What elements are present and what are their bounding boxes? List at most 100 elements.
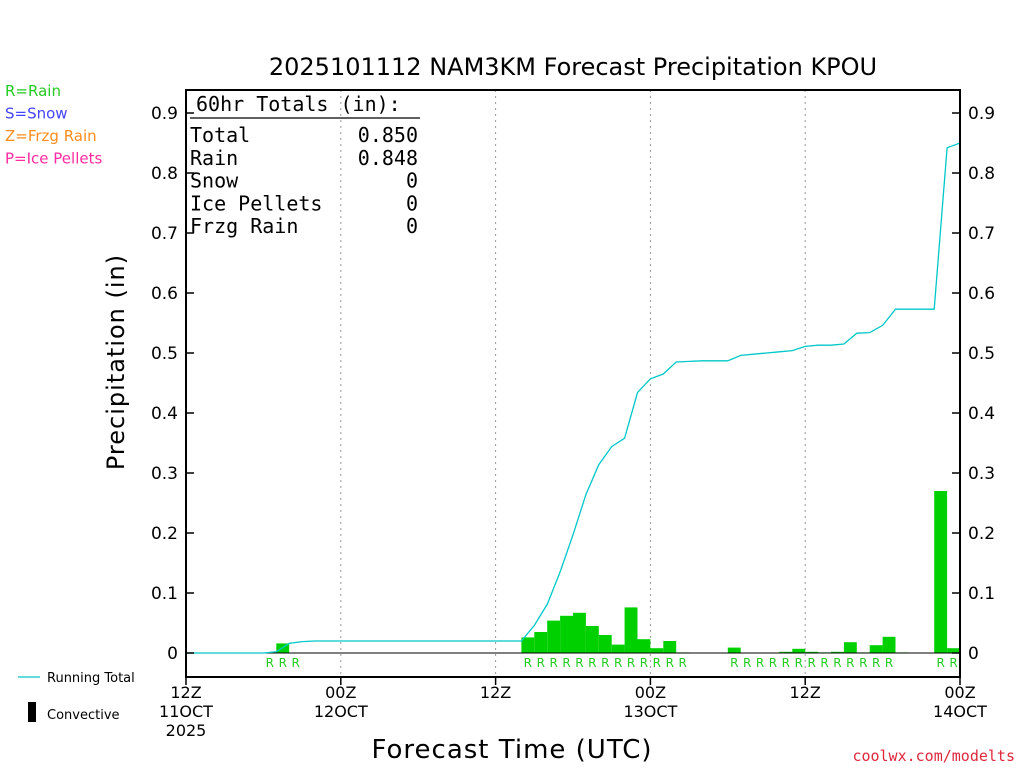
precip-type-marker: R [562, 656, 570, 670]
precip-bar [560, 615, 573, 653]
precip-bar [637, 639, 651, 653]
precip-bar [869, 645, 883, 653]
precip-bar [805, 651, 819, 653]
precip-type-marker: R [872, 656, 880, 670]
y-axis-right: 0 0.1 0.2 0.3 0.4 0.5 0.6 0.7 0.8 0.9 [952, 104, 995, 664]
totals-row-value: 0.850 [358, 123, 418, 147]
y-tick-label: 0 [167, 644, 178, 664]
chart-title: 2025101112 NAM3KM Forecast Precipitation… [269, 53, 877, 81]
x-tick-label: 13OCT [623, 702, 677, 721]
x-tick-label: 11OCT [159, 702, 213, 721]
y-tick-label: 0.6 [151, 284, 178, 304]
y-tick-label: 0.3 [151, 464, 178, 484]
y-tick-label: 0.5 [151, 344, 178, 364]
running-total-line [186, 142, 961, 654]
vertical-gridlines [340, 90, 806, 677]
precip-type-marker: R [782, 656, 790, 670]
precip-bar [534, 632, 548, 653]
precip-bars [276, 491, 960, 653]
precip-type-marker: R [627, 656, 635, 670]
precip-type-marker: R [833, 656, 841, 670]
precip-type-marker: R [756, 656, 764, 670]
precip-type-marker: R [936, 656, 944, 670]
precip-type-marker: R [653, 656, 661, 670]
precip-type-marker: R [949, 656, 957, 670]
x-tick-label: 12OCT [314, 702, 368, 721]
precip-type-legend-item: S=Snow [5, 105, 68, 123]
precip-type-marker: R [769, 656, 777, 670]
precip-bar [727, 647, 741, 653]
totals-row-label: Total [190, 123, 250, 147]
y-tick-label: 0.2 [151, 524, 178, 544]
precip-type-legend-item: P=Ice Pellets [5, 150, 102, 168]
x-axis-label: Forecast Time (UTC) [371, 735, 652, 765]
precip-bar [779, 651, 793, 653]
y-axis-left: 0 0.1 0.2 0.3 0.4 0.5 0.6 0.7 0.8 0.9 [151, 104, 194, 664]
totals-row-label: Snow [190, 169, 239, 193]
x-tick-label: 14OCT [933, 702, 987, 721]
y-tick-label: 0.5 [968, 344, 995, 364]
precip-bar [663, 641, 677, 653]
running-total-legend-label: Running Total [47, 671, 135, 686]
precip-bar [934, 491, 948, 653]
precip-type-marker: R [614, 656, 622, 670]
y-tick-label: 0.7 [151, 224, 178, 244]
y-tick-label: 0.4 [968, 404, 995, 424]
precip-type-marker: R [588, 656, 596, 670]
precip-type-marker: R [575, 656, 583, 670]
precip-bar [947, 648, 960, 653]
totals-box: 60hr Totals (in): Total 0.850 Rain 0.848 Sno… [190, 92, 420, 238]
precip-type-legend: R=Rain S=Snow Z=Frzg Rain P=Ice Pellets [5, 82, 102, 168]
convective-legend-label: Convective [47, 708, 120, 723]
y-tick-label: 0.1 [151, 584, 178, 604]
precip-bar [611, 644, 625, 653]
x-tick-label: 12Z [790, 683, 821, 702]
totals-row-value: 0 [406, 191, 418, 215]
y-tick-label: 0.6 [968, 284, 995, 304]
totals-row-value: 0.848 [358, 146, 418, 170]
x-tick-label: 00Z [944, 683, 975, 702]
precip-type-marker: R [743, 656, 751, 670]
bottom-legend: Running Total Convective [18, 671, 135, 723]
y-tick-label: 0.8 [968, 164, 995, 184]
precip-type-marker: R [549, 656, 557, 670]
y-axis-label: Precipitation (in) [102, 254, 130, 470]
x-tick-label: 00Z [635, 683, 666, 702]
x-tick-label: 00Z [325, 683, 356, 702]
x-tick-label: 12Z [170, 683, 201, 702]
totals-row-value: 0 [406, 214, 418, 238]
precip-bar [573, 612, 586, 653]
y-tick-label: 0.1 [968, 584, 995, 604]
y-tick-label: 0.9 [151, 104, 178, 124]
y-tick-label: 0.2 [968, 524, 995, 544]
precip-type-marker: R [859, 656, 867, 670]
precip-bar [585, 626, 599, 653]
y-tick-label: 0.9 [968, 104, 995, 124]
precip-type-marker: R [601, 656, 609, 670]
precip-type-marker: R [279, 656, 287, 670]
precip-bar [650, 648, 664, 653]
precip-type-legend-item: Z=Frzg Rain [5, 127, 97, 145]
precip-type-marker: R [291, 656, 299, 670]
y-tick-label: 0.4 [151, 404, 178, 424]
y-tick-label: 0.7 [968, 224, 995, 244]
precip-bar [547, 620, 561, 653]
precip-bar [792, 648, 806, 653]
precip-bar [843, 642, 857, 653]
precip-bar [882, 636, 896, 653]
y-tick-label: 0.3 [968, 464, 995, 484]
precip-type-marker: R [524, 656, 532, 670]
y-tick-label: 0 [968, 644, 979, 664]
precip-type-marker: R [666, 656, 674, 670]
precip-bar [521, 637, 535, 653]
x-tick-label: 2025 [166, 721, 207, 740]
totals-row-label: Rain [190, 146, 238, 170]
totals-row-label: Frzg Rain [190, 214, 298, 238]
x-tick-label: 12Z [480, 683, 511, 702]
precip-type-legend-item: R=Rain [5, 82, 61, 100]
precip-bar [624, 607, 638, 653]
precip-type-marker: R [820, 656, 828, 670]
precip-type-marker: R [266, 656, 274, 670]
